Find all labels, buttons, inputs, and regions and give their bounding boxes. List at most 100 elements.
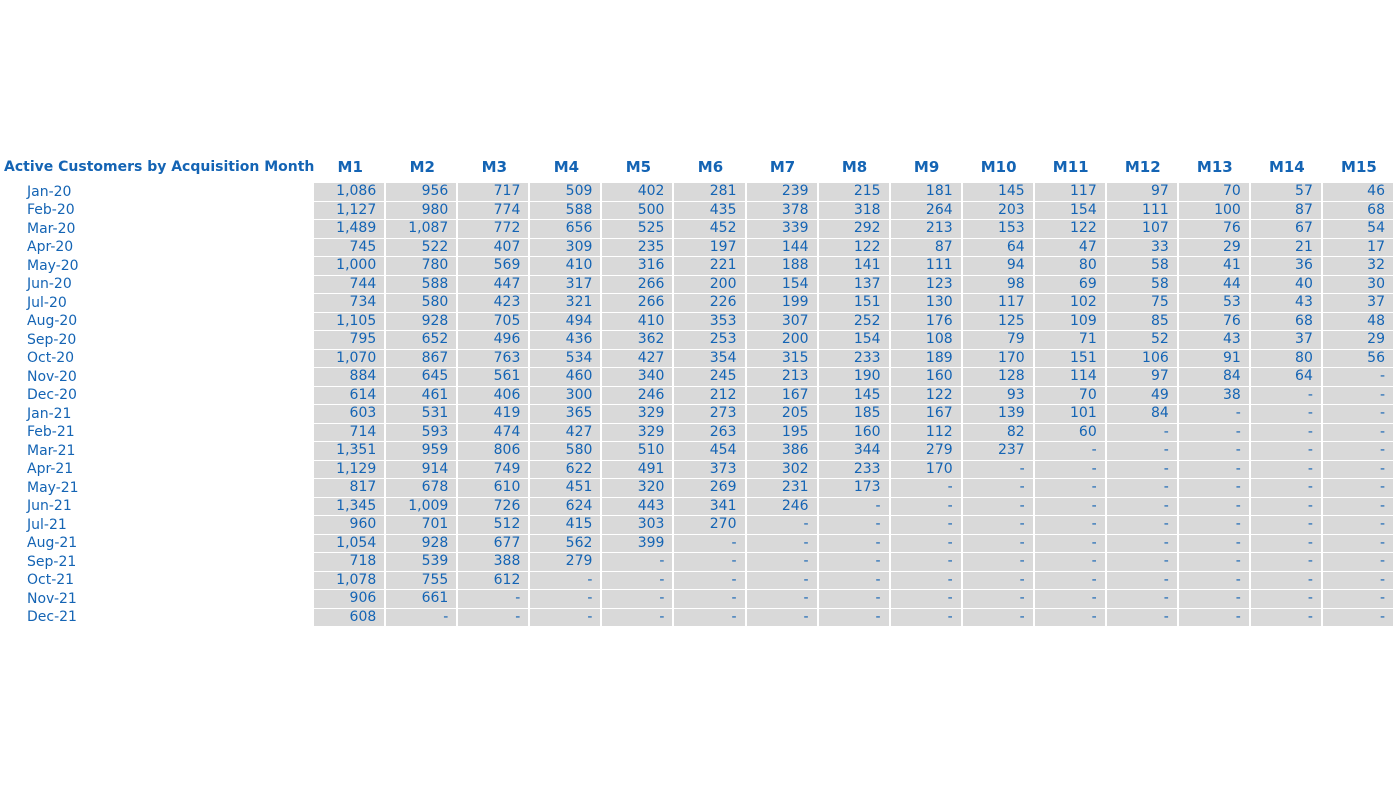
table-cell: 80 bbox=[1034, 257, 1107, 276]
table-cell: - bbox=[1322, 405, 1395, 424]
table-cell: - bbox=[1106, 442, 1179, 461]
table-cell: 817 bbox=[314, 479, 387, 498]
table-row: Jan-21 603 531 419 365 329 273 205 185 167 139 101 8… bbox=[0, 405, 1395, 424]
table-cell: 402 bbox=[602, 183, 675, 202]
table-cell: - bbox=[962, 460, 1035, 479]
table-cell: - bbox=[746, 571, 819, 590]
table-row: Oct-21 1,078 755 612- - - - - - - - - - - - bbox=[0, 571, 1395, 590]
table-cell: 734 bbox=[314, 294, 387, 313]
table-cell: - bbox=[1178, 442, 1251, 461]
table-cell: - bbox=[1178, 608, 1251, 627]
table-cell: 58 bbox=[1106, 275, 1179, 294]
table-cell: - bbox=[746, 590, 819, 609]
table-cell: - bbox=[818, 553, 891, 572]
table-cell: 58 bbox=[1106, 257, 1179, 276]
table-row: Sep-20 795 652 496 436 362 253 200 154 108 79 71 52 4… bbox=[0, 331, 1395, 350]
table-cell: 213 bbox=[890, 220, 963, 239]
table-cell: - bbox=[818, 571, 891, 590]
column-header: M6 bbox=[697, 158, 724, 176]
table-cell: 423 bbox=[458, 294, 531, 313]
row-label: Jun-21 bbox=[27, 498, 72, 515]
table-cell: - bbox=[818, 497, 891, 516]
table-row: Feb-20 1,127 980 774 588 500 435 378 318 264 203 15… bbox=[0, 201, 1395, 220]
table-cell: 205 bbox=[746, 405, 819, 424]
table-cell: 303 bbox=[602, 516, 675, 535]
row-label: Sep-21 bbox=[27, 553, 77, 570]
table-cell: 53 bbox=[1178, 294, 1251, 313]
table-cell: 415 bbox=[530, 516, 603, 535]
table-cell: 102 bbox=[1034, 294, 1107, 313]
table-cell: 107 bbox=[1106, 220, 1179, 239]
table-cell: 212 bbox=[674, 386, 747, 405]
table-cell: - bbox=[962, 553, 1035, 572]
table-cell: 329 bbox=[602, 405, 675, 424]
table-cell: 69 bbox=[1034, 275, 1107, 294]
table-cell: 60 bbox=[1034, 423, 1107, 442]
table-cell: 87 bbox=[1250, 201, 1323, 220]
table-cell: 153 bbox=[962, 220, 1035, 239]
table-cell: 622 bbox=[530, 460, 603, 479]
table-cell: 494 bbox=[530, 312, 603, 331]
table-cell: 354 bbox=[674, 349, 747, 368]
table-cell: 714 bbox=[314, 423, 387, 442]
row-label: Jul-21 bbox=[27, 516, 67, 533]
table-cell: - bbox=[530, 590, 603, 609]
table-cell: 1,127 bbox=[314, 201, 387, 220]
table-cell: 167 bbox=[890, 405, 963, 424]
table-cell: - bbox=[458, 590, 531, 609]
table-cell: 273 bbox=[674, 405, 747, 424]
table-cell: - bbox=[746, 608, 819, 627]
row-label: Nov-20 bbox=[27, 368, 77, 385]
table-cell: - bbox=[1250, 479, 1323, 498]
table-cell: 315 bbox=[746, 349, 819, 368]
table-cell: - bbox=[1106, 479, 1179, 498]
table-row: Jan-20 1,086 956 717 509 402 281 239 215 181 145 11… bbox=[0, 183, 1395, 202]
table-cell: - bbox=[1322, 571, 1395, 590]
table-cell: 185 bbox=[818, 405, 891, 424]
table-cell: 718 bbox=[314, 553, 387, 572]
table-body: Jan-20 1,086 956 717 509 402 281 239 215 181 145 11… bbox=[0, 183, 1395, 627]
table-cell: 245 bbox=[674, 368, 747, 387]
table-cell: 170 bbox=[890, 460, 963, 479]
table-cell: 534 bbox=[530, 349, 603, 368]
table-cell: 112 bbox=[890, 423, 963, 442]
table-cell: - bbox=[1034, 608, 1107, 627]
table-cell: 253 bbox=[674, 331, 747, 350]
table-cell: 246 bbox=[746, 497, 819, 516]
table-cell: 154 bbox=[818, 331, 891, 350]
table-cell: - bbox=[890, 590, 963, 609]
table-cell: - bbox=[1250, 553, 1323, 572]
table-cell: - bbox=[746, 553, 819, 572]
table-cell: - bbox=[890, 571, 963, 590]
table-cell: - bbox=[674, 590, 747, 609]
table-cell: 1,009 bbox=[386, 497, 459, 516]
table-cell: 154 bbox=[1034, 201, 1107, 220]
table-cell: 531 bbox=[386, 405, 459, 424]
table-row: Jun-20 744 588 447 317 266 200 154 137 123 98 69 58 4… bbox=[0, 275, 1395, 294]
table-cell: - bbox=[1178, 497, 1251, 516]
table-cell: 474 bbox=[458, 423, 531, 442]
table-cell: 221 bbox=[674, 257, 747, 276]
table-cell: - bbox=[1322, 534, 1395, 553]
table-cell: 614 bbox=[314, 386, 387, 405]
table-cell: - bbox=[1106, 497, 1179, 516]
table-cell: - bbox=[1250, 608, 1323, 627]
table-cell: - bbox=[458, 608, 531, 627]
table-cell: 235 bbox=[602, 238, 675, 257]
table-cell: 344 bbox=[818, 442, 891, 461]
table-cell: - bbox=[602, 608, 675, 627]
table-cell: 108 bbox=[890, 331, 963, 350]
table-cell: 151 bbox=[1034, 349, 1107, 368]
table-cell: 914 bbox=[386, 460, 459, 479]
table-cell: 451 bbox=[530, 479, 603, 498]
table-cell: 362 bbox=[602, 331, 675, 350]
table-cell: - bbox=[1250, 405, 1323, 424]
table-cell: 755 bbox=[386, 571, 459, 590]
table-cell: 29 bbox=[1322, 331, 1395, 350]
table-cell: 70 bbox=[1178, 183, 1251, 202]
table-cell: 656 bbox=[530, 220, 603, 239]
table-cell: 200 bbox=[674, 275, 747, 294]
table-cell: 867 bbox=[386, 349, 459, 368]
column-header: M11 bbox=[1052, 158, 1089, 176]
table-cell: 33 bbox=[1106, 238, 1179, 257]
